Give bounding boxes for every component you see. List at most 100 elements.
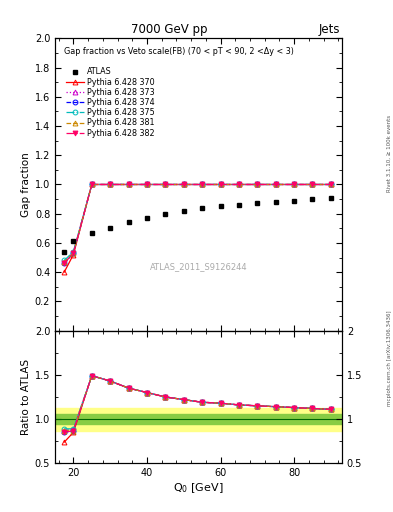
Pythia 6.428 381 (163, 181, 168, 187)
Pythia 6.428 382 (292, 181, 296, 187)
ATLAS (62, 249, 66, 255)
Pythia 6.428 374 (126, 181, 131, 187)
Pythia 6.428 375 (90, 181, 94, 187)
Pythia 6.428 374 (108, 181, 112, 187)
Legend: ATLAS, Pythia 6.428 370, Pythia 6.428 373, Pythia 6.428 374, Pythia 6.428 375, P: ATLAS, Pythia 6.428 370, Pythia 6.428 37… (65, 66, 157, 139)
Pythia 6.428 375 (126, 181, 131, 187)
Line: Pythia 6.428 373: Pythia 6.428 373 (62, 182, 333, 264)
Pythia 6.428 382 (163, 181, 168, 187)
Pythia 6.428 373 (274, 181, 278, 187)
ATLAS (108, 225, 112, 231)
Pythia 6.428 370 (255, 181, 260, 187)
Pythia 6.428 370 (145, 181, 149, 187)
Text: Gap fraction vs Veto scale(FB) (70 < pT < 90, 2 <Δy < 3): Gap fraction vs Veto scale(FB) (70 < pT … (64, 47, 294, 56)
Line: Pythia 6.428 375: Pythia 6.428 375 (62, 182, 333, 263)
Pythia 6.428 370 (90, 181, 94, 187)
Pythia 6.428 374 (62, 260, 66, 266)
Line: ATLAS: ATLAS (62, 195, 333, 254)
Pythia 6.428 375 (255, 181, 260, 187)
Pythia 6.428 375 (145, 181, 149, 187)
Pythia 6.428 374 (145, 181, 149, 187)
Pythia 6.428 375 (200, 181, 204, 187)
Pythia 6.428 374 (310, 181, 315, 187)
Pythia 6.428 382 (62, 260, 66, 266)
Pythia 6.428 381 (292, 181, 296, 187)
Line: Pythia 6.428 382: Pythia 6.428 382 (62, 182, 333, 266)
ATLAS (90, 229, 94, 236)
ATLAS (329, 195, 333, 201)
Pythia 6.428 374 (182, 181, 186, 187)
Pythia 6.428 382 (329, 181, 333, 187)
Text: Jets: Jets (318, 23, 340, 36)
ATLAS (126, 219, 131, 225)
Pythia 6.428 373 (90, 181, 94, 187)
Pythia 6.428 374 (292, 181, 296, 187)
Pythia 6.428 375 (218, 181, 223, 187)
Y-axis label: Ratio to ATLAS: Ratio to ATLAS (20, 359, 31, 435)
Pythia 6.428 375 (237, 181, 241, 187)
Pythia 6.428 374 (237, 181, 241, 187)
Pythia 6.428 375 (182, 181, 186, 187)
Pythia 6.428 374 (218, 181, 223, 187)
Pythia 6.428 373 (329, 181, 333, 187)
Pythia 6.428 373 (292, 181, 296, 187)
ATLAS (163, 210, 168, 217)
Pythia 6.428 375 (329, 181, 333, 187)
Pythia 6.428 381 (274, 181, 278, 187)
Pythia 6.428 382 (237, 181, 241, 187)
Text: 7000 GeV pp: 7000 GeV pp (131, 23, 207, 36)
Line: Pythia 6.428 370: Pythia 6.428 370 (62, 182, 333, 274)
Pythia 6.428 370 (163, 181, 168, 187)
Pythia 6.428 381 (108, 181, 112, 187)
Pythia 6.428 381 (90, 181, 94, 187)
ATLAS (274, 199, 278, 205)
Pythia 6.428 370 (108, 181, 112, 187)
Bar (55, 408, 342, 431)
ATLAS (200, 205, 204, 211)
Text: Rivet 3.1.10, ≥ 100k events: Rivet 3.1.10, ≥ 100k events (387, 115, 392, 192)
Pythia 6.428 373 (182, 181, 186, 187)
Pythia 6.428 374 (71, 250, 76, 256)
Pythia 6.428 375 (108, 181, 112, 187)
Bar (55, 414, 342, 424)
Pythia 6.428 382 (274, 181, 278, 187)
Line: Pythia 6.428 374: Pythia 6.428 374 (62, 182, 333, 266)
Pythia 6.428 370 (200, 181, 204, 187)
Pythia 6.428 382 (145, 181, 149, 187)
Pythia 6.428 381 (218, 181, 223, 187)
ATLAS (237, 202, 241, 208)
Pythia 6.428 381 (126, 181, 131, 187)
Pythia 6.428 375 (274, 181, 278, 187)
Pythia 6.428 375 (292, 181, 296, 187)
Pythia 6.428 370 (71, 251, 76, 258)
Pythia 6.428 374 (329, 181, 333, 187)
Pythia 6.428 370 (274, 181, 278, 187)
Pythia 6.428 373 (218, 181, 223, 187)
Pythia 6.428 382 (255, 181, 260, 187)
Pythia 6.428 373 (126, 181, 131, 187)
ATLAS (182, 208, 186, 214)
ATLAS (255, 200, 260, 206)
Pythia 6.428 381 (310, 181, 315, 187)
Pythia 6.428 373 (310, 181, 315, 187)
Pythia 6.428 374 (90, 181, 94, 187)
Pythia 6.428 382 (126, 181, 131, 187)
Pythia 6.428 370 (62, 269, 66, 275)
Pythia 6.428 370 (126, 181, 131, 187)
Pythia 6.428 382 (108, 181, 112, 187)
ATLAS (218, 203, 223, 209)
Pythia 6.428 370 (182, 181, 186, 187)
Pythia 6.428 375 (163, 181, 168, 187)
Pythia 6.428 381 (62, 259, 66, 265)
Pythia 6.428 373 (163, 181, 168, 187)
Pythia 6.428 370 (310, 181, 315, 187)
Pythia 6.428 370 (292, 181, 296, 187)
Pythia 6.428 370 (218, 181, 223, 187)
Y-axis label: Gap fraction: Gap fraction (20, 152, 31, 217)
Text: ATLAS_2011_S9126244: ATLAS_2011_S9126244 (150, 262, 247, 271)
Text: mcplots.cern.ch [arXiv:1306.3436]: mcplots.cern.ch [arXiv:1306.3436] (387, 311, 392, 406)
Pythia 6.428 370 (329, 181, 333, 187)
ATLAS (145, 215, 149, 221)
Pythia 6.428 381 (329, 181, 333, 187)
ATLAS (292, 198, 296, 204)
